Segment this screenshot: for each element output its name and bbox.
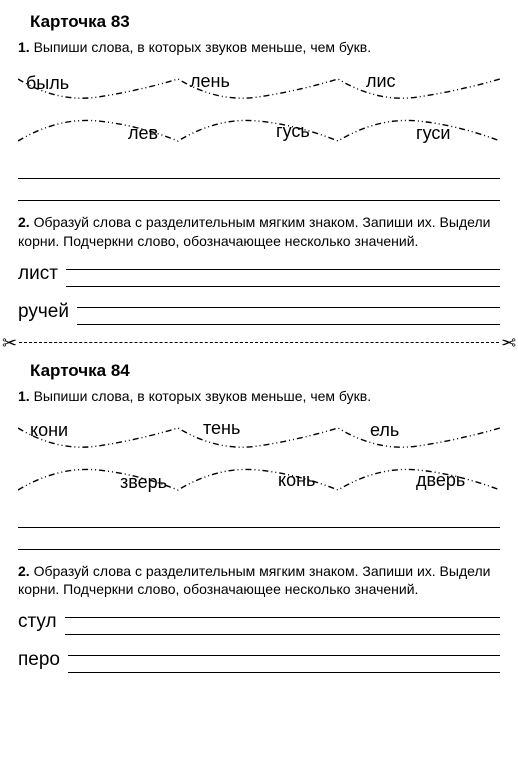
wave-word: дверь [416, 470, 465, 491]
task-2: 2. Образуй слова с разделительным мягким… [18, 562, 500, 600]
wave-word: тень [203, 418, 240, 439]
task-1: 1. Выпиши слова, в которых звуков меньше… [18, 38, 500, 57]
ruled-line[interactable] [18, 510, 500, 528]
wave-line [18, 414, 500, 456]
wave-word: лев [128, 123, 158, 144]
task-number: 2. [18, 214, 30, 230]
ruled-line[interactable] [18, 532, 500, 550]
task-number: 2. [18, 563, 30, 579]
card-83: Карточка 83 1. Выпиши слова, в которых з… [18, 12, 500, 325]
word-lines[interactable] [65, 607, 500, 635]
word-label: ручей [18, 301, 69, 325]
answer-lines [18, 510, 500, 550]
wave-row-1: кони тень ель [18, 414, 500, 456]
cut-line: ✂ ✂ [0, 331, 518, 355]
wave-word: зверь [120, 472, 167, 493]
task-text: Образуй слова с разделительным мягким зн… [18, 214, 490, 249]
wave-row-2: зверь конь дверь [18, 458, 500, 500]
wave-word: кони [30, 420, 68, 441]
task-text: Выпиши слова, в которых звуков меньше, ч… [34, 39, 372, 55]
card-84: Карточка 84 1. Выпиши слова, в которых з… [18, 361, 500, 674]
word-lines[interactable] [68, 645, 500, 673]
word-label: лист [18, 263, 58, 287]
card-title: Карточка 84 [30, 361, 500, 381]
word-row: стул [18, 607, 500, 635]
wave-word: быль [26, 73, 69, 94]
cut-dash [19, 342, 499, 343]
task-text: Образуй слова с разделительным мягким зн… [18, 563, 490, 598]
wave-row-1: быль лень лис [18, 65, 500, 107]
wave-line [18, 65, 500, 107]
word-row: ручей [18, 297, 500, 325]
scissors-icon: ✂ [499, 334, 518, 352]
word-row: перо [18, 645, 500, 673]
wave-row-2: лев гусь гуси [18, 109, 500, 151]
ruled-line[interactable] [18, 161, 500, 179]
word-label: стул [18, 611, 57, 635]
word-lines[interactable] [66, 259, 500, 287]
wave-word: конь [278, 470, 315, 491]
task-1: 1. Выпиши слова, в которых звуков меньше… [18, 387, 500, 406]
task-number: 1. [18, 39, 30, 55]
task-number: 1. [18, 388, 30, 404]
card-title: Карточка 83 [30, 12, 500, 32]
task-2: 2. Образуй слова с разделительным мягким… [18, 213, 500, 251]
task-text: Выпиши слова, в которых звуков меньше, ч… [34, 388, 372, 404]
word-row: лист [18, 259, 500, 287]
answer-lines [18, 161, 500, 201]
word-lines[interactable] [77, 297, 500, 325]
wave-word: лис [366, 71, 396, 92]
word-label: перо [18, 649, 60, 673]
wave-word: гуси [416, 123, 450, 144]
wave-word: лень [190, 71, 230, 92]
wave-word: ель [370, 420, 399, 441]
scissors-icon: ✂ [0, 334, 19, 352]
ruled-line[interactable] [18, 183, 500, 201]
wave-word: гусь [276, 121, 310, 142]
